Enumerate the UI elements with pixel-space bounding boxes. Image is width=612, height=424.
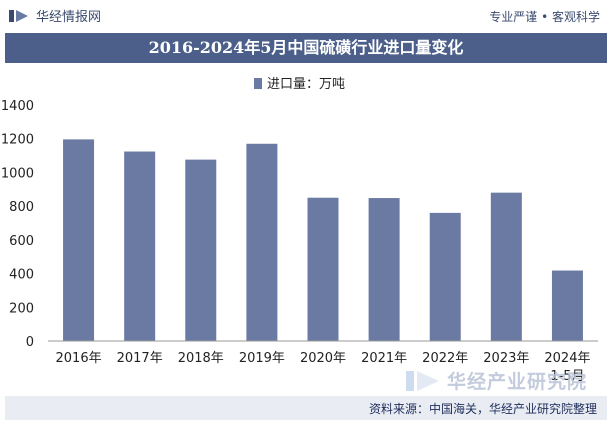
y-tick-label: 1200 [1,133,34,148]
legend-swatch [254,78,262,89]
bar [551,270,583,341]
tagline: 专业严谨 • 客观科学 [489,10,600,24]
x-tick-label: 1-5月 [550,369,584,384]
y-tick-label: 1000 [1,166,34,181]
legend-label: 进口量：万吨 [267,77,345,92]
y-tick-label: 400 [9,268,34,283]
y-tick-label: 600 [9,234,34,249]
footer: 资料来源：中国海关，华经产业研究院整理 [5,396,607,420]
y-tick-label: 1400 [1,99,34,114]
watermark-text: 华经产业研究院 [447,371,588,393]
watermark-logo-icon [406,370,439,391]
legend: 进口量：万吨 [254,77,345,92]
x-tick-label: 2024年 [544,351,590,366]
bar [63,139,95,341]
x-tick-label: 2018年 [178,351,224,366]
bar [307,197,339,341]
bar [490,192,522,341]
brand-name: 华经情报网 [36,10,102,25]
y-tick-label: 200 [9,301,34,316]
chart-title: 2016-2024年5月中国硫磺行业进口量变化 [5,33,607,63]
x-tick-label: 2016年 [56,351,102,366]
chart-area: 进口量：万吨 0 200 400 600 800 1000 1200 1400 2016年 20… [0,63,612,393]
x-tick-label: 2022年 [422,351,468,366]
x-tick-label: 2021年 [361,351,407,366]
brand: 华经情报网 [8,6,101,25]
top-bar: 华经情报网 专业严谨 • 客观科学 [0,0,612,30]
x-axis: 2016年 2017年 2018年 2019年 2020年 2021年 2022年 2023年… [48,340,598,384]
bar [368,198,400,341]
y-tick-label: 0 [26,335,34,350]
bar [124,151,156,341]
bar [246,143,278,341]
bar [429,212,461,341]
brand-logo-icon [9,9,28,22]
x-tick-label: 2017年 [117,351,163,366]
bars [63,139,583,341]
bar [185,159,217,341]
x-tick-label: 2019年 [239,351,285,366]
source-note: 资料来源：中国海关，华经产业研究院整理 [368,402,597,416]
x-tick-label: 2023年 [483,351,529,366]
watermark: 华经产业研究院 [405,367,587,394]
y-axis: 0 200 400 600 800 1000 1200 1400 [1,99,34,350]
x-tick-label: 2020年 [300,351,346,366]
y-tick-label: 800 [9,200,34,215]
